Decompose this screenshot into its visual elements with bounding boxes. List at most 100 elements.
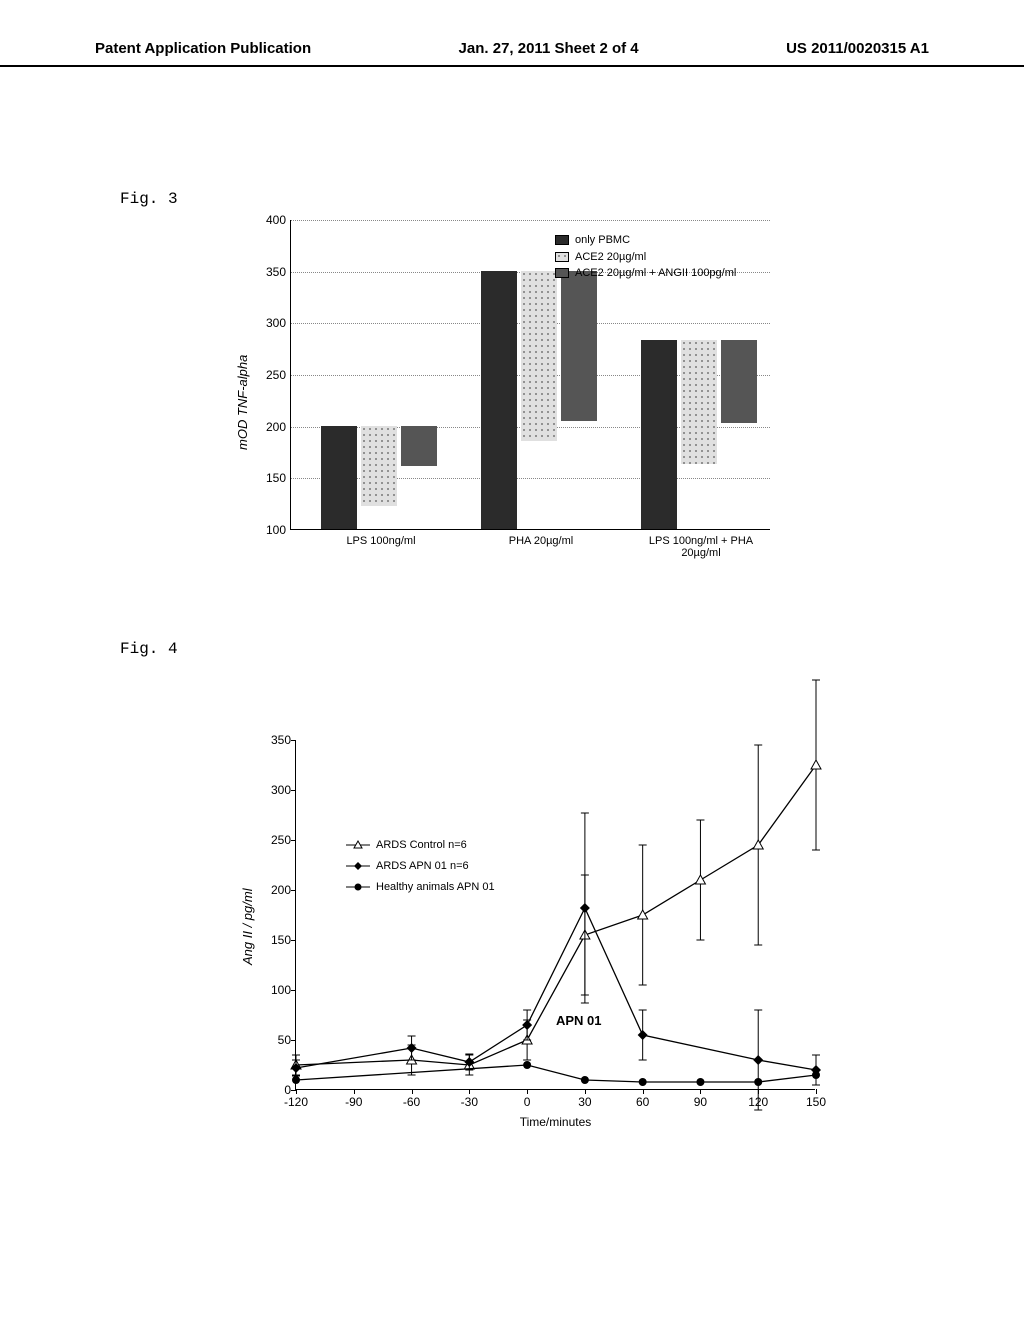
x-tick-label: -90	[345, 1095, 362, 1109]
figure-3-label: Fig. 3	[120, 190, 178, 208]
y-tick-label: 300	[258, 783, 291, 797]
bar	[361, 426, 397, 507]
y-tick-label: 50	[258, 1033, 291, 1047]
data-point	[812, 1071, 820, 1079]
y-tick-label: 350	[258, 733, 291, 747]
y-tick-label: 250	[258, 833, 291, 847]
x-tick-label: -60	[403, 1095, 420, 1109]
fig4-y-axis-title: Ang II / pg/ml	[240, 888, 255, 965]
y-tick-label: 200	[251, 420, 286, 434]
x-tick	[700, 1089, 701, 1094]
x-tick-label: 150	[806, 1095, 826, 1109]
x-tick-label: -120	[284, 1095, 308, 1109]
page-header: Patent Application Publication Jan. 27, …	[0, 40, 1024, 67]
data-point	[638, 910, 648, 919]
data-point	[754, 1078, 762, 1086]
legend-label: ACE2 20µg/ml + ANGII 100pg/ml	[575, 265, 736, 282]
y-tick	[291, 940, 296, 941]
data-point	[639, 1078, 647, 1086]
header-right: US 2011/0020315 A1	[786, 40, 929, 57]
x-category-label: PHA 20µg/ml	[471, 535, 611, 547]
y-tick-label: 400	[251, 213, 286, 227]
fig3-y-axis-title: mOD TNF-alpha	[235, 355, 250, 450]
y-tick-label: 100	[251, 523, 286, 537]
bar	[561, 271, 597, 421]
x-tick	[758, 1089, 759, 1094]
legend-label: ACE2 20µg/ml	[575, 249, 646, 266]
figure-3-chart: mOD TNF-alpha 100150200250300350400LPS 1…	[290, 220, 770, 530]
y-tick-label: 150	[251, 471, 286, 485]
x-tick	[354, 1089, 355, 1094]
x-tick	[643, 1089, 644, 1094]
bar	[721, 340, 757, 423]
fig3-legend: only PBMC ACE2 20µg/ml ACE2 20µg/ml + AN…	[555, 232, 736, 282]
legend-marker-icon	[346, 861, 370, 871]
x-tick	[527, 1089, 528, 1094]
bar	[681, 340, 717, 464]
data-point	[696, 1078, 704, 1086]
x-tick-label: 90	[694, 1095, 707, 1109]
data-point	[292, 1076, 300, 1084]
bar-group: LPS 100ng/ml	[321, 426, 437, 529]
bar-group: LPS 100ng/ml + PHA 20µg/ml	[641, 340, 757, 529]
y-tick-label: 300	[251, 316, 286, 330]
y-tick-label: 150	[258, 933, 291, 947]
y-tick-label: 250	[251, 368, 286, 382]
data-point	[638, 1030, 648, 1040]
fig4-x-axis-title: Time/minutes	[520, 1115, 592, 1129]
y-tick	[291, 790, 296, 791]
legend-label: ARDS Control n=6	[376, 835, 467, 856]
legend-swatch-icon	[555, 252, 569, 262]
y-tick	[291, 990, 296, 991]
bar	[401, 426, 437, 466]
fig4-legend: ARDS Control n=6 ARDS APN 01 n=6 Healthy…	[346, 835, 495, 898]
bar	[521, 271, 557, 442]
series-line	[296, 908, 816, 1070]
header-center: Jan. 27, 2011 Sheet 2 of 4	[459, 40, 639, 57]
annotation-label: APN 01	[556, 1013, 602, 1028]
bar-group: PHA 20µg/ml	[481, 271, 597, 529]
figure-4-label: Fig. 4	[120, 640, 178, 658]
y-tick-label: 100	[258, 983, 291, 997]
y-tick-label: 350	[251, 265, 286, 279]
x-category-label: LPS 100ng/ml + PHA 20µg/ml	[631, 535, 771, 559]
x-tick	[296, 1089, 297, 1094]
x-category-label: LPS 100ng/ml	[311, 535, 451, 547]
y-tick	[291, 1040, 296, 1041]
data-point	[811, 760, 821, 769]
data-point	[580, 903, 590, 913]
data-point	[753, 840, 763, 849]
y-tick	[291, 740, 296, 741]
data-point	[695, 875, 705, 884]
x-tick	[816, 1089, 817, 1094]
data-point	[523, 1061, 531, 1069]
y-tick-label: 200	[258, 883, 291, 897]
x-tick-label: 30	[578, 1095, 591, 1109]
y-tick	[291, 840, 296, 841]
figure-4-chart: Ang II / pg/ml APN 01 ARDS Control n=6 A…	[295, 740, 815, 1090]
header-left: Patent Application Publication	[95, 40, 311, 57]
gridline	[291, 220, 770, 221]
x-tick	[412, 1089, 413, 1094]
data-point	[522, 1020, 532, 1030]
data-point	[581, 1076, 589, 1084]
legend-swatch-icon	[555, 235, 569, 245]
data-point	[753, 1055, 763, 1065]
legend-marker-icon	[346, 882, 370, 892]
series-line	[296, 1065, 816, 1082]
legend-marker-icon	[346, 840, 370, 850]
fig4-plot-area: APN 01 ARDS Control n=6 ARDS APN 01 n=6 …	[295, 740, 815, 1090]
fig4-svg-overlay: APN 01	[296, 740, 816, 1090]
bar	[481, 271, 517, 529]
legend-label: ARDS APN 01 n=6	[376, 856, 469, 877]
y-tick	[291, 890, 296, 891]
x-tick	[469, 1089, 470, 1094]
bar	[321, 426, 357, 529]
x-tick-label: 120	[748, 1095, 768, 1109]
x-tick	[585, 1089, 586, 1094]
x-tick-label: 60	[636, 1095, 649, 1109]
legend-swatch-icon	[555, 268, 569, 278]
x-tick-label: -30	[461, 1095, 478, 1109]
legend-label: only PBMC	[575, 232, 630, 249]
x-tick-label: 0	[524, 1095, 531, 1109]
